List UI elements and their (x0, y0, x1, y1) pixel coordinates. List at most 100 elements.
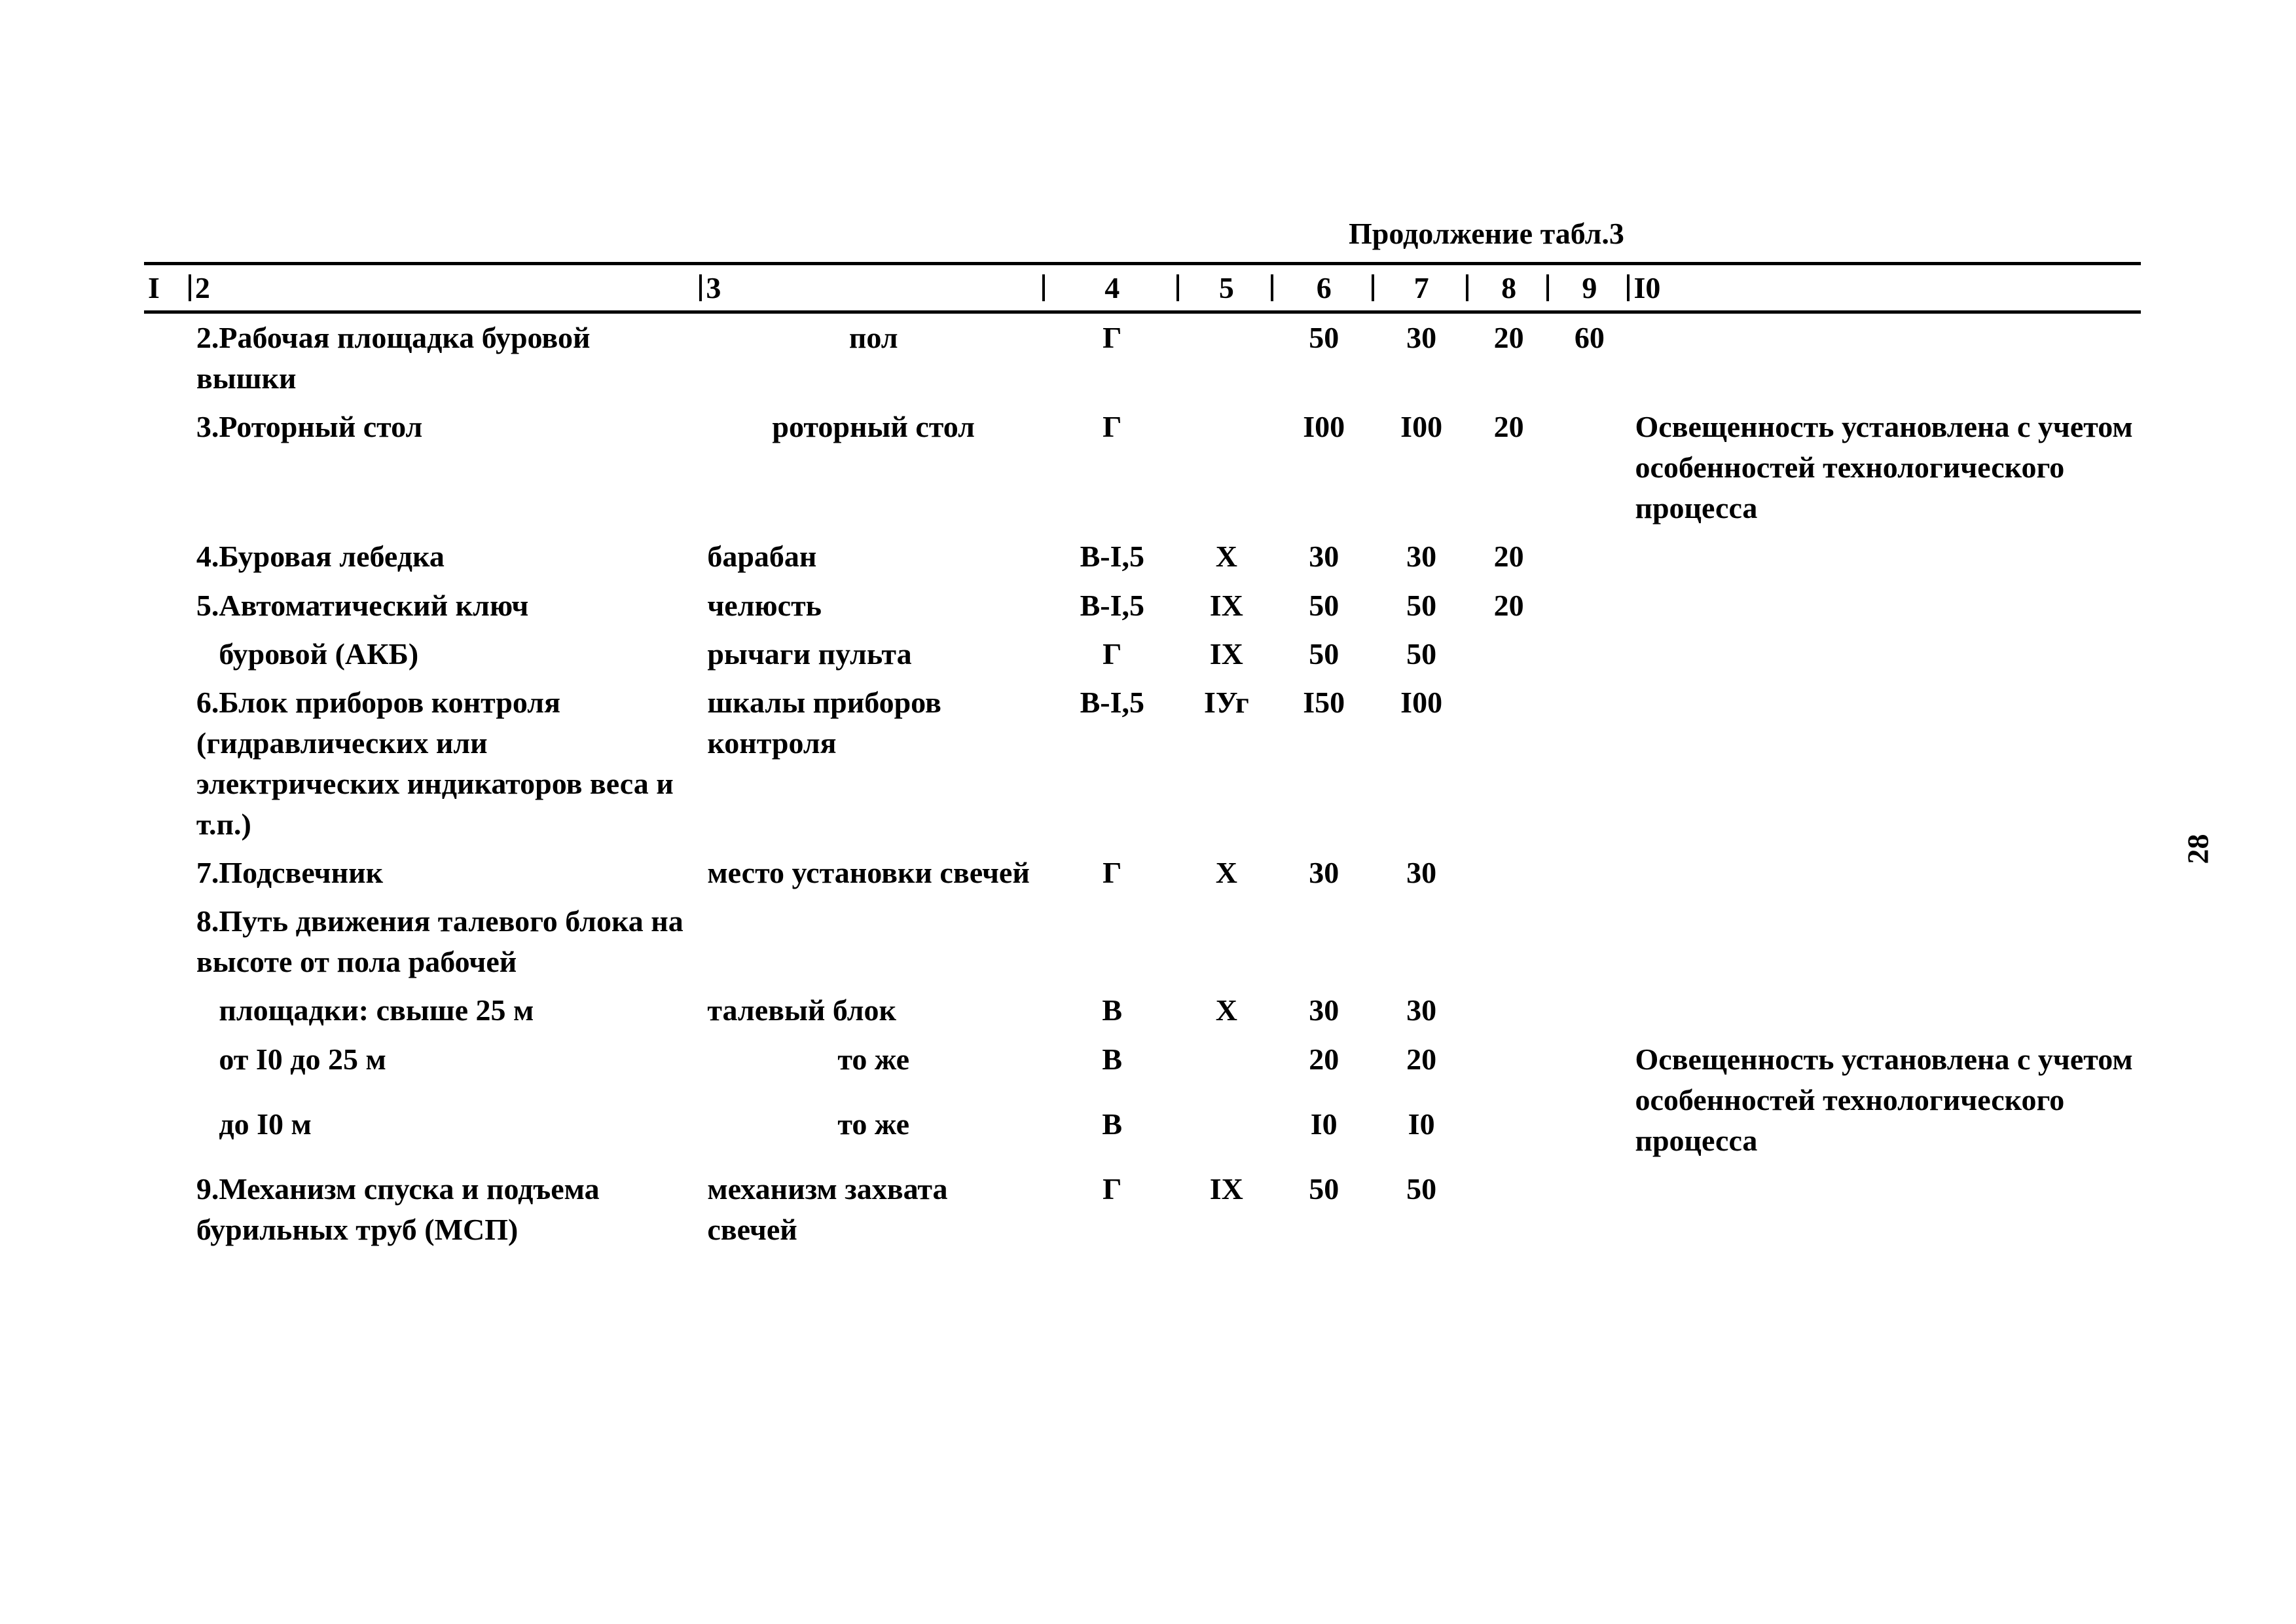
cell-c2: 9.Механизм спуска и подъема бурильных тр… (191, 1165, 702, 1254)
cell-c6: 30 (1273, 849, 1374, 897)
cell-c3: механизм захвата свечей (702, 1165, 1045, 1254)
cell-c6: 50 (1273, 312, 1374, 403)
cell-c4: В-I,5 (1045, 532, 1179, 581)
cell-c10 (1630, 581, 2141, 630)
cell-c9 (1549, 630, 1630, 678)
cell-c1 (144, 1035, 191, 1100)
col-header-10: I0 (1630, 264, 2141, 312)
cell-c7: 30 (1374, 532, 1468, 581)
cell-c9 (1549, 897, 1630, 986)
cell-c9 (1549, 532, 1630, 581)
cell-c1 (144, 581, 191, 630)
table-row: буровой (АКБ)рычаги пультаГIX5050 (144, 630, 2141, 678)
cell-c6: I00 (1273, 403, 1374, 532)
cell-c8: 20 (1468, 312, 1549, 403)
cell-c4: Г (1045, 849, 1179, 897)
cell-c10 (1630, 1165, 2141, 1254)
data-table: I23456789I0 2.Рабочая площадка буровой в… (144, 262, 2141, 1254)
cell-c1 (144, 678, 191, 849)
cell-c5 (1179, 1035, 1273, 1100)
cell-c7: 30 (1374, 312, 1468, 403)
cell-c5 (1179, 897, 1273, 986)
cell-c6: 50 (1273, 630, 1374, 678)
cell-c8: 20 (1468, 581, 1549, 630)
cell-c8 (1468, 849, 1549, 897)
cell-c9 (1549, 849, 1630, 897)
cell-c10: Освещенность установлена с учетом особен… (1630, 1035, 2141, 1165)
cell-c3: рычаги пульта (702, 630, 1045, 678)
cell-c1 (144, 1100, 191, 1165)
cell-c3: талевый блок (702, 986, 1045, 1035)
cell-c10 (1630, 532, 2141, 581)
cell-c3: шкалы приборов контроля (702, 678, 1045, 849)
cell-c2: от I0 до 25 м (191, 1035, 702, 1100)
cell-c2: 5.Автоматический ключ (191, 581, 702, 630)
cell-c7 (1374, 897, 1468, 986)
cell-c5: X (1179, 849, 1273, 897)
col-header-3: 3 (702, 264, 1045, 312)
cell-c9 (1549, 1100, 1630, 1165)
cell-c4: В-I,5 (1045, 581, 1179, 630)
cell-c9 (1549, 1165, 1630, 1254)
col-header-1: I (144, 264, 191, 312)
cell-c9: 60 (1549, 312, 1630, 403)
cell-c5 (1179, 1100, 1273, 1165)
cell-c1 (144, 312, 191, 403)
cell-c1 (144, 403, 191, 532)
table-row: 8.Путь движения талевого блока на высоте… (144, 897, 2141, 986)
col-header-6: 6 (1273, 264, 1374, 312)
col-header-5: 5 (1179, 264, 1273, 312)
cell-c2: 6.Блок приборов контроля (гидравлических… (191, 678, 702, 849)
table-row: 7.Подсвечникместо установки свечейГX3030 (144, 849, 2141, 897)
cell-c3: челюсть (702, 581, 1045, 630)
cell-c7: 30 (1374, 849, 1468, 897)
cell-c7: I00 (1374, 678, 1468, 849)
cell-c5 (1179, 403, 1273, 532)
cell-c3: пол (702, 312, 1045, 403)
col-header-2: 2 (191, 264, 702, 312)
cell-c10 (1630, 312, 2141, 403)
cell-c2: 2.Рабочая площадка буровой вышки (191, 312, 702, 403)
cell-c4: В (1045, 1100, 1179, 1165)
cell-c8 (1468, 897, 1549, 986)
cell-c1 (144, 986, 191, 1035)
cell-c3: то же (702, 1100, 1045, 1165)
cell-c5: IX (1179, 581, 1273, 630)
cell-c6: 50 (1273, 581, 1374, 630)
cell-c5 (1179, 312, 1273, 403)
cell-c10: Освещенность установлена с учетом особен… (1630, 403, 2141, 532)
cell-c5: IX (1179, 630, 1273, 678)
cell-c4: Г (1045, 630, 1179, 678)
cell-c7: I00 (1374, 403, 1468, 532)
cell-c8 (1468, 1035, 1549, 1100)
col-header-4: 4 (1045, 264, 1179, 312)
table-body: 2.Рабочая площадка буровой вышкиполГ5030… (144, 312, 2141, 1254)
cell-c2: площадки: свыше 25 м (191, 986, 702, 1035)
cell-c3 (702, 897, 1045, 986)
cell-c4: В-I,5 (1045, 678, 1179, 849)
cell-c3: место установки свечей (702, 849, 1045, 897)
table-row: 4.Буровая лебедкабарабанВ-I,5X303020 (144, 532, 2141, 581)
table-row: от I0 до 25 мто жеВ2020Освещенность уста… (144, 1035, 2141, 1100)
cell-c2: 3.Роторный стол (191, 403, 702, 532)
cell-c9 (1549, 581, 1630, 630)
cell-c4: Г (1045, 403, 1179, 532)
cell-c6: 30 (1273, 532, 1374, 581)
cell-c7: 20 (1374, 1035, 1468, 1100)
table-row: 3.Роторный столроторный столГI00I0020Осв… (144, 403, 2141, 532)
table-row: 2.Рабочая площадка буровой вышкиполГ5030… (144, 312, 2141, 403)
cell-c2: буровой (АКБ) (191, 630, 702, 678)
cell-c3: роторный стол (702, 403, 1045, 532)
cell-c6: 50 (1273, 1165, 1374, 1254)
cell-c3: то же (702, 1035, 1045, 1100)
cell-c8: 20 (1468, 403, 1549, 532)
cell-c6: I50 (1273, 678, 1374, 849)
cell-c4 (1045, 897, 1179, 986)
cell-c9 (1549, 1035, 1630, 1100)
table-header-row: I23456789I0 (144, 264, 2141, 312)
cell-c2: до I0 м (191, 1100, 702, 1165)
cell-c10 (1630, 849, 2141, 897)
cell-c1 (144, 849, 191, 897)
cell-c7: 30 (1374, 986, 1468, 1035)
cell-c3: барабан (702, 532, 1045, 581)
